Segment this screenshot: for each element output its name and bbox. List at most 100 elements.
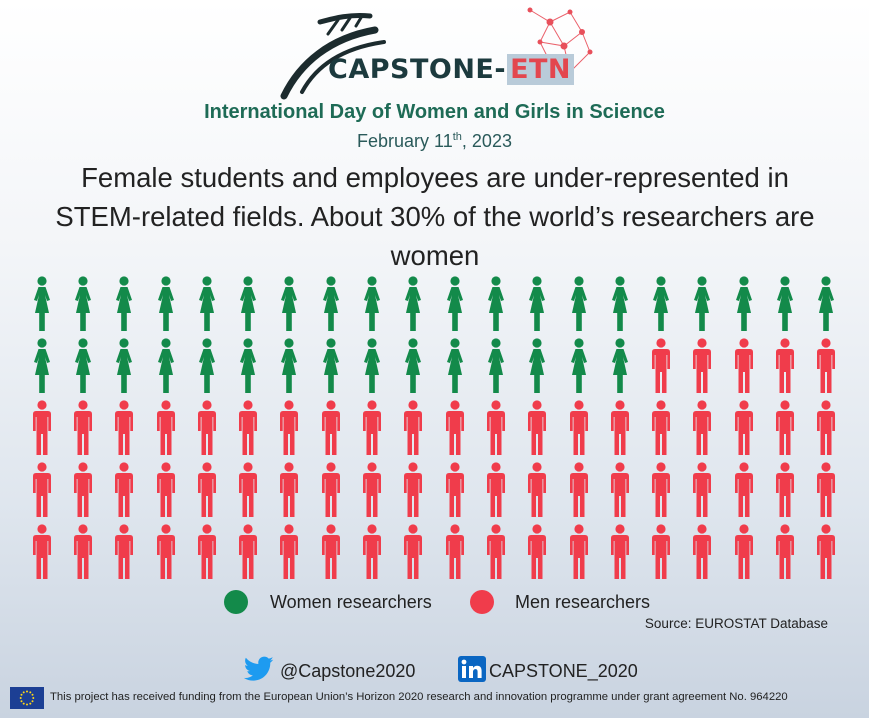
funding-text: This project has received funding from t… — [50, 691, 788, 703]
woman-icon — [62, 276, 103, 338]
woman-icon — [393, 338, 434, 400]
woman-icon — [475, 338, 516, 400]
woman-icon — [21, 276, 62, 338]
man-icon — [186, 400, 227, 462]
man-icon — [682, 524, 723, 586]
man-icon — [682, 462, 723, 524]
woman-icon — [21, 338, 62, 400]
pictogram-row — [21, 276, 847, 338]
linkedin-link[interactable]: CAPSTONE_2020 — [458, 656, 638, 684]
man-icon — [21, 524, 62, 586]
man-icon — [393, 524, 434, 586]
man-icon — [104, 524, 145, 586]
woman-icon — [640, 276, 681, 338]
twitter-handle: @Capstone2020 — [280, 661, 416, 681]
man-icon — [640, 462, 681, 524]
man-icon — [393, 462, 434, 524]
logo-name-main: CAPSTONE- — [328, 54, 507, 85]
source-note: Source: EUROSTAT Database — [644, 616, 828, 631]
man-icon — [764, 462, 805, 524]
man-icon — [517, 524, 558, 586]
man-icon — [723, 524, 764, 586]
man-icon — [558, 524, 599, 586]
woman-icon — [351, 276, 392, 338]
man-icon — [806, 524, 847, 586]
woman-icon — [393, 276, 434, 338]
woman-icon — [104, 276, 145, 338]
logo-wordmark: CAPSTONE- ETN — [328, 54, 575, 85]
man-icon — [104, 462, 145, 524]
woman-icon — [104, 338, 145, 400]
capstone-logo: CAPSTONE- ETN — [280, 7, 600, 100]
man-icon — [475, 400, 516, 462]
twitter-link[interactable]: @Capstone2020 — [243, 656, 416, 687]
man-icon — [351, 462, 392, 524]
man-icon — [269, 524, 310, 586]
woman-icon — [599, 338, 640, 400]
woman-icon — [517, 338, 558, 400]
man-icon — [806, 338, 847, 400]
man-icon — [145, 462, 186, 524]
man-icon — [558, 400, 599, 462]
pictogram-row — [21, 524, 847, 586]
man-icon — [806, 462, 847, 524]
man-icon — [186, 462, 227, 524]
woman-icon — [558, 276, 599, 338]
man-icon — [764, 400, 805, 462]
pictogram-row — [21, 338, 847, 400]
man-icon — [434, 524, 475, 586]
man-icon — [62, 524, 103, 586]
man-icon — [475, 524, 516, 586]
man-icon — [62, 462, 103, 524]
man-icon — [682, 338, 723, 400]
man-icon — [310, 524, 351, 586]
man-icon — [104, 400, 145, 462]
woman-icon — [310, 338, 351, 400]
woman-icon — [806, 276, 847, 338]
man-icon — [806, 400, 847, 462]
man-icon — [62, 400, 103, 462]
woman-icon — [62, 338, 103, 400]
woman-icon — [351, 338, 392, 400]
woman-icon — [227, 276, 268, 338]
man-icon — [599, 400, 640, 462]
legend-label-women: Women researchers — [270, 592, 432, 612]
pictogram-row — [21, 400, 847, 462]
man-icon — [723, 338, 764, 400]
man-icon — [723, 462, 764, 524]
man-icon — [640, 524, 681, 586]
man-icon — [227, 400, 268, 462]
man-icon — [351, 400, 392, 462]
twitter-icon — [243, 656, 274, 687]
woman-icon — [764, 276, 805, 338]
woman-icon — [434, 338, 475, 400]
man-icon — [764, 338, 805, 400]
man-icon — [558, 462, 599, 524]
woman-icon — [517, 276, 558, 338]
woman-icon — [227, 338, 268, 400]
pictogram-row — [21, 462, 847, 524]
legend: Women researchers Men researchers — [0, 589, 869, 615]
logo-name-suffix: ETN — [507, 54, 575, 85]
man-icon — [640, 338, 681, 400]
date-suffix: , 2023 — [461, 131, 512, 151]
man-icon — [682, 400, 723, 462]
man-icon — [186, 524, 227, 586]
man-icon — [310, 400, 351, 462]
man-icon — [269, 462, 310, 524]
woman-icon — [145, 338, 186, 400]
date-superscript: th — [452, 131, 462, 143]
date-prefix: February 11 — [357, 131, 453, 151]
woman-icon — [269, 338, 310, 400]
man-icon — [227, 524, 268, 586]
event-date: February 11th, 2023 — [0, 131, 869, 152]
woman-icon — [723, 276, 764, 338]
man-icon — [475, 462, 516, 524]
woman-icon — [186, 338, 227, 400]
man-icon — [599, 462, 640, 524]
man-icon — [517, 462, 558, 524]
woman-icon — [269, 276, 310, 338]
man-icon — [517, 400, 558, 462]
man-icon — [21, 400, 62, 462]
man-icon — [640, 400, 681, 462]
